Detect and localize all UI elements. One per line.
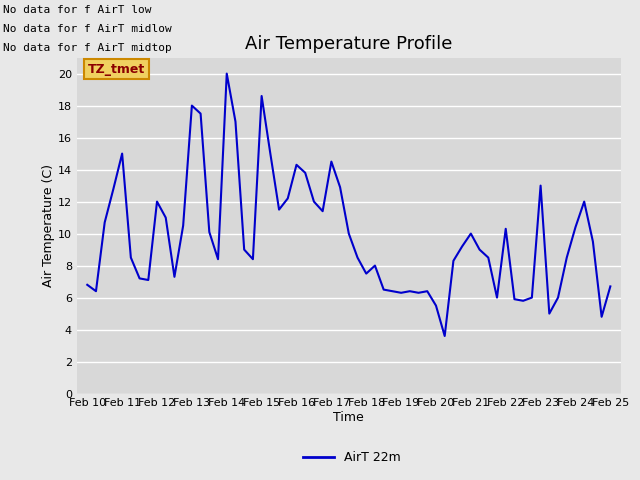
- X-axis label: Time: Time: [333, 411, 364, 424]
- Text: No data for f AirT low: No data for f AirT low: [3, 5, 152, 15]
- Title: Air Temperature Profile: Air Temperature Profile: [245, 35, 452, 53]
- Text: No data for f AirT midtop: No data for f AirT midtop: [3, 43, 172, 53]
- Text: No data for f AirT midlow: No data for f AirT midlow: [3, 24, 172, 34]
- Legend: AirT 22m: AirT 22m: [298, 446, 406, 469]
- Text: TZ_tmet: TZ_tmet: [88, 63, 145, 76]
- Y-axis label: Air Temperature (C): Air Temperature (C): [42, 164, 55, 287]
